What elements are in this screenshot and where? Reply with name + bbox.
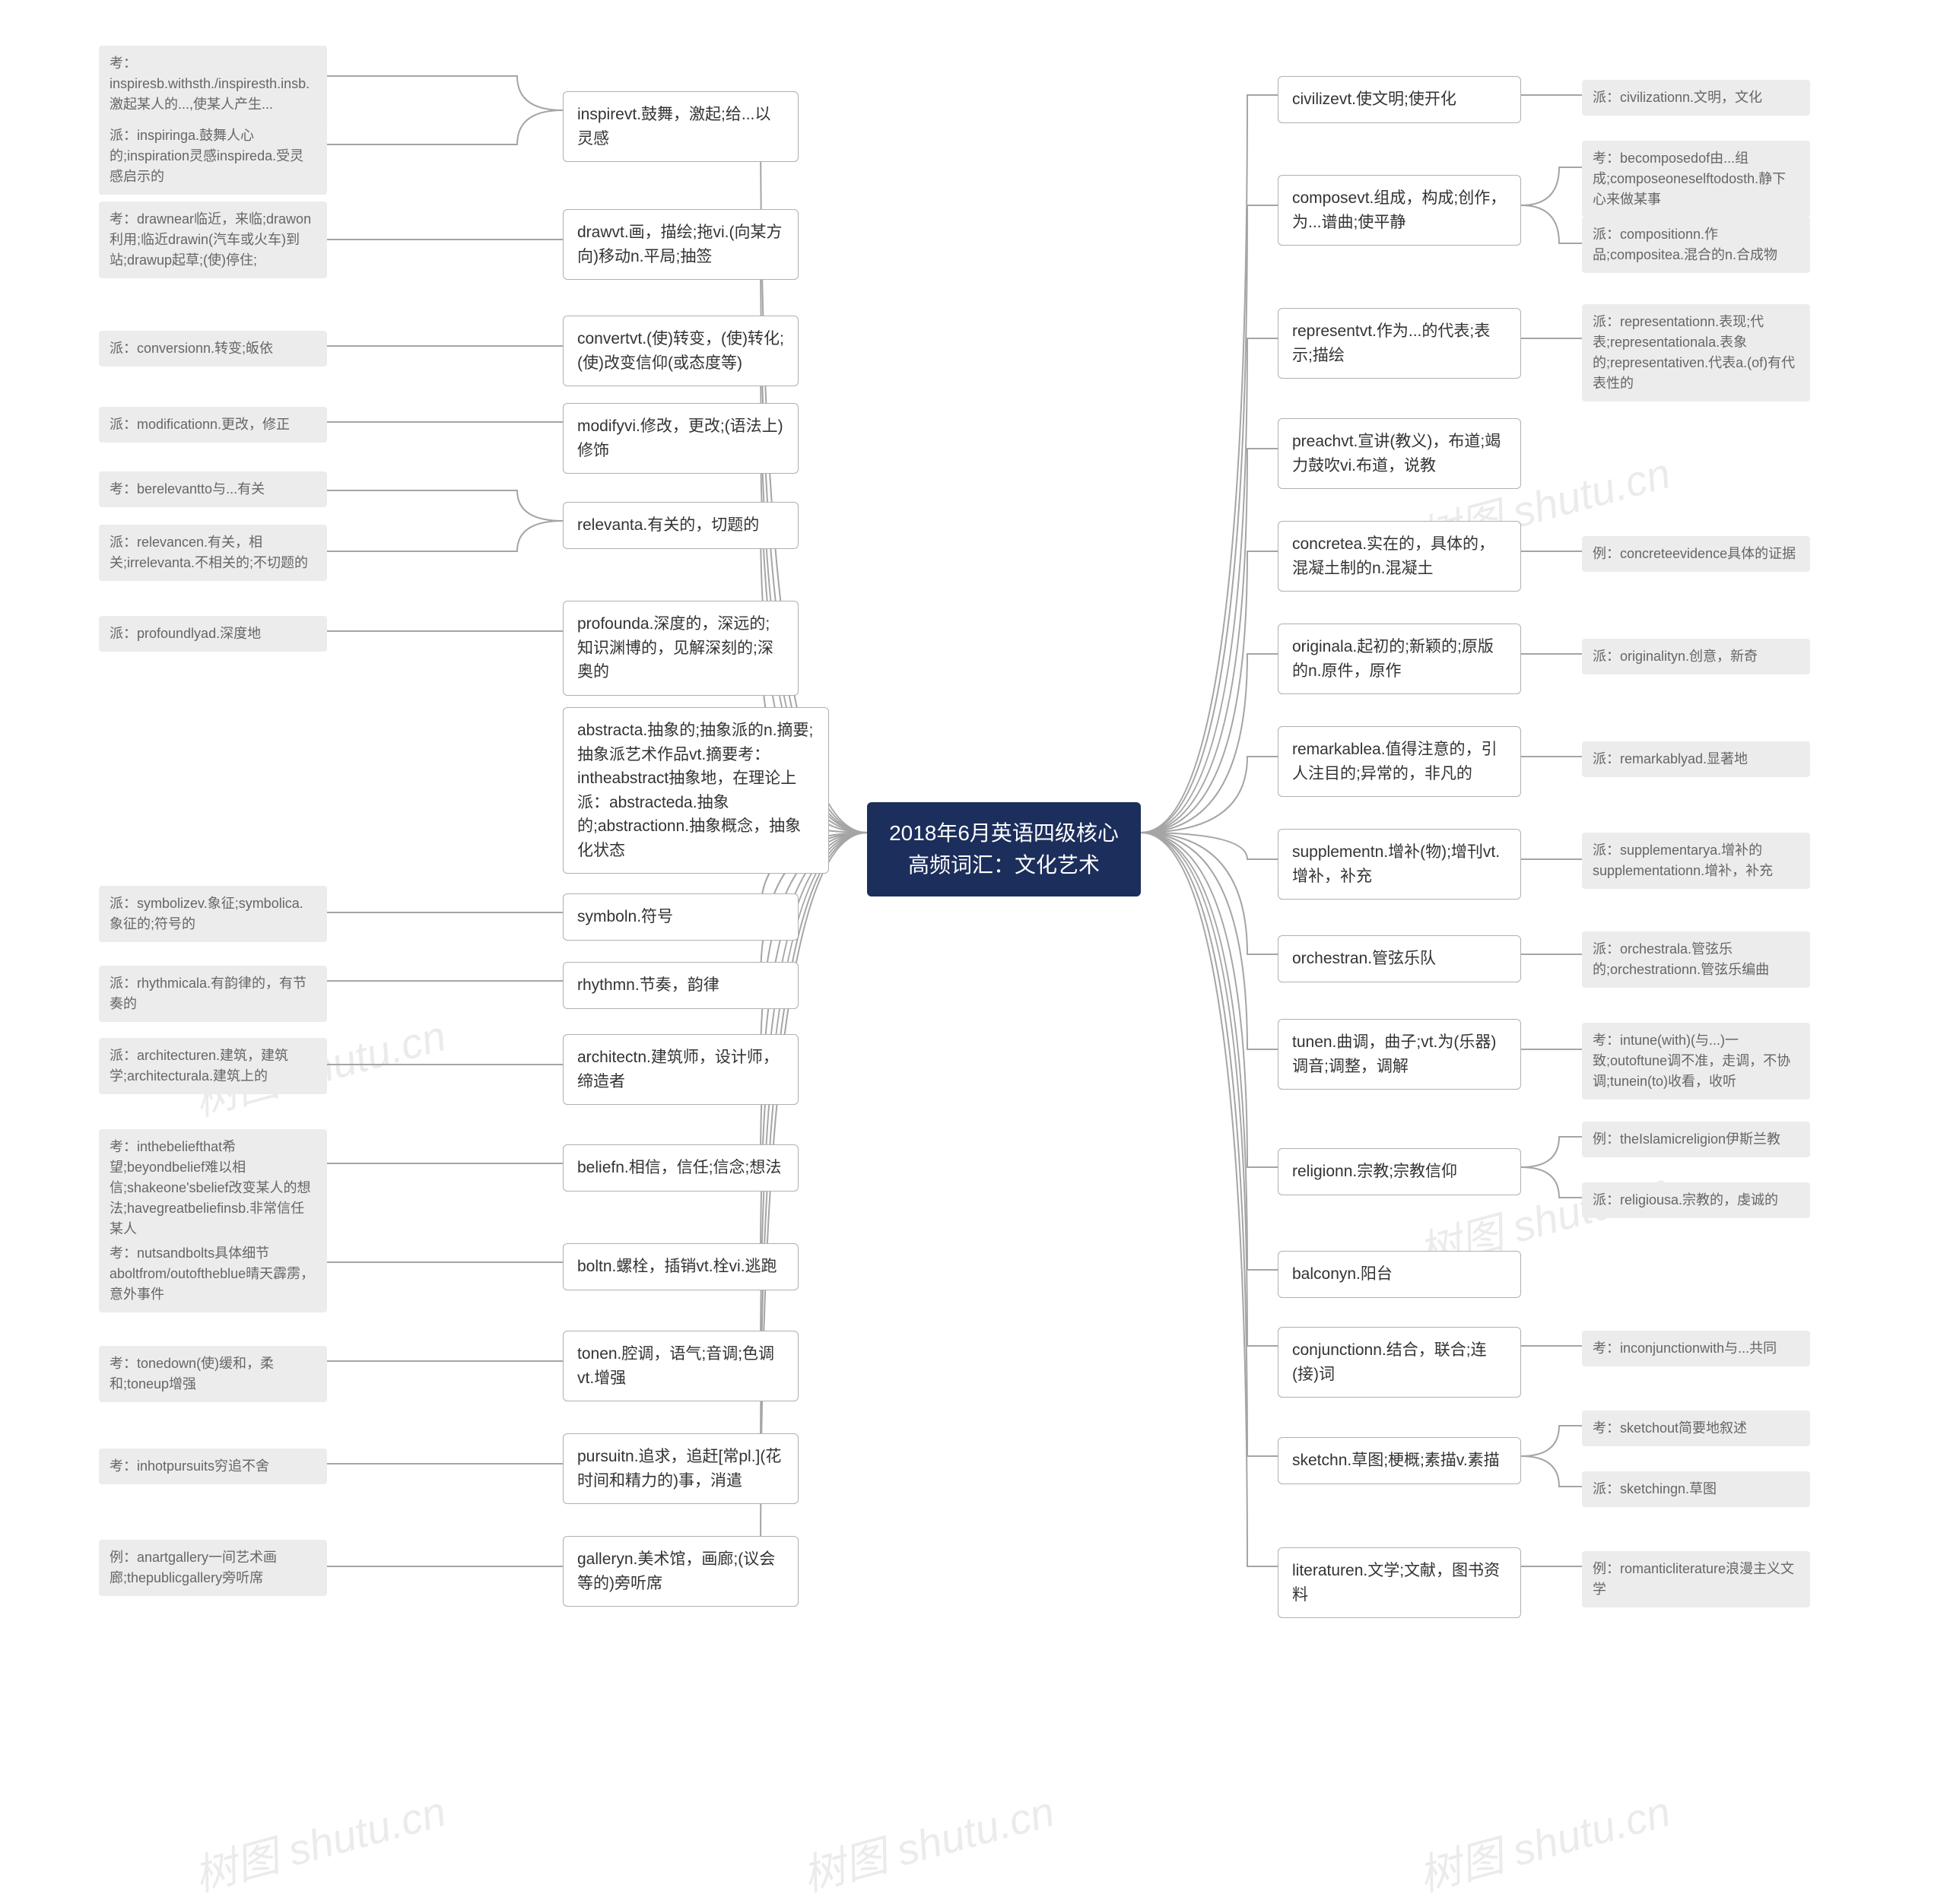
right-node-concrete: concretea.实在的，具体的，混凝土制的n.混凝土 [1278, 521, 1521, 592]
leaf-civilize-0: 派：civilizationn.文明，文化 [1582, 80, 1810, 116]
leaf-inspire-1: 派：inspiringa.鼓舞人心的;inspiration灵感inspired… [99, 118, 327, 195]
leaf-bolt-0: 考：nutsandbolts具体细节aboltfrom/outoftheblue… [99, 1236, 327, 1312]
left-node-inspire: inspirevt.鼓舞，激起;给...以灵感 [563, 91, 799, 162]
leaf-pursuit-0: 考：inhotpursuits穷追不舍 [99, 1449, 327, 1484]
right-node-orchestra: orchestran.管弦乐队 [1278, 935, 1521, 982]
left-node-modify: modifyvi.修改，更改;(语法上)修饰 [563, 403, 799, 474]
watermark: 树图 shutu.cn [795, 1777, 1060, 1903]
center-node: 2018年6月英语四级核心高频词汇：文化艺术 [867, 802, 1141, 896]
right-node-conjunction: conjunctionn.结合，联合;连(接)词 [1278, 1327, 1521, 1398]
leaf-profound-0: 派：profoundlyad.深度地 [99, 616, 327, 652]
leaf-sketch-1: 派：sketchingn.草图 [1582, 1471, 1810, 1507]
left-node-gallery: galleryn.美术馆，画廊;(议会等的)旁听席 [563, 1536, 799, 1607]
leaf-convert-0: 派：conversionn.转变;皈依 [99, 331, 327, 367]
leaf-concrete-0: 例：concreteevidence具体的证据 [1582, 536, 1810, 572]
leaf-rhythm-0: 派：rhythmicala.有韵律的，有节奏的 [99, 966, 327, 1022]
leaf-tone-0: 考：tonedown(使)缓和，柔和;toneup增强 [99, 1346, 327, 1402]
leaf-supplement-0: 派：supplementarya.增补的supplementationn.增补，… [1582, 833, 1810, 889]
right-node-compose: composevt.组成，构成;创作，为...谱曲;使平静 [1278, 175, 1521, 246]
left-node-pursuit: pursuitn.追求，追赶[常pl.](花时间和精力的)事，消遣 [563, 1433, 799, 1504]
left-node-bolt: boltn.螺栓，插销vt.栓vi.逃跑 [563, 1243, 799, 1290]
left-node-convert: convertvt.(使)转变，(使)转化;(使)改变信仰(或态度等) [563, 316, 799, 386]
leaf-draw-0: 考：drawnear临近，来临;drawon利用;临近drawin(汽车或火车)… [99, 202, 327, 278]
leaf-compose-0: 考：becomposedof由...组成;composeoneselftodos… [1582, 141, 1810, 217]
left-node-tone: tonen.腔调，语气;音调;色调vt.增强 [563, 1331, 799, 1401]
leaf-belief-0: 考：inthebeliefthat希望;beyondbelief难以相信;sha… [99, 1129, 327, 1247]
leaf-literature-0: 例：romanticliterature浪漫主义文学 [1582, 1551, 1810, 1607]
leaf-relevant-1: 派：relevancen.有关，相关;irrelevanta.不相关的;不切题的 [99, 525, 327, 581]
left-node-draw: drawvt.画，描绘;拖vi.(向某方向)移动n.平局;抽签 [563, 209, 799, 280]
right-node-tune: tunen.曲调，曲子;vt.为(乐器)调音;调整，调解 [1278, 1019, 1521, 1090]
left-node-symbol: symboln.符号 [563, 893, 799, 941]
left-node-belief: beliefn.相信，信任;信念;想法 [563, 1144, 799, 1192]
leaf-religion-1: 派：religiousa.宗教的，虔诚的 [1582, 1182, 1810, 1218]
watermark: 树图 shutu.cn [1411, 1777, 1676, 1903]
right-node-original: originala.起初的;新颖的;原版的n.原件，原作 [1278, 624, 1521, 694]
leaf-architect-0: 派：architecturen.建筑，建筑学;architecturala.建筑… [99, 1038, 327, 1094]
leaf-relevant-0: 考：berelevantto与...有关 [99, 471, 327, 507]
leaf-tune-0: 考：intune(with)(与...)一致;outoftune调不准，走调，不… [1582, 1023, 1810, 1100]
watermark: 树图 shutu.cn [186, 1777, 452, 1903]
leaf-conjunction-0: 考：inconjunctionwith与...共同 [1582, 1331, 1810, 1366]
right-node-represent: representvt.作为...的代表;表示;描绘 [1278, 308, 1521, 379]
leaf-original-0: 派：originalityn.创意，新奇 [1582, 639, 1810, 674]
leaf-remarkable-0: 派：remarkablyad.显著地 [1582, 741, 1810, 777]
leaf-sketch-0: 考：sketchout简要地叙述 [1582, 1411, 1810, 1446]
left-node-profound: profounda.深度的，深远的;知识渊博的，见解深刻的;深奥的 [563, 601, 799, 696]
leaf-inspire-0: 考：inspiresb.withsth./inspiresth.insb.激起某… [99, 46, 327, 122]
leaf-gallery-0: 例：anartgallery一间艺术画廊;thepublicgallery旁听席 [99, 1540, 327, 1596]
right-node-remarkable: remarkablea.值得注意的，引人注目的;异常的，非凡的 [1278, 726, 1521, 797]
left-node-relevant: relevanta.有关的，切题的 [563, 502, 799, 549]
right-node-religion: religionn.宗教;宗教信仰 [1278, 1148, 1521, 1195]
left-node-abstract: abstracta.抽象的;抽象派的n.摘要;抽象派艺术作品vt.摘要考：int… [563, 707, 829, 874]
left-node-architect: architectn.建筑师，设计师，缔造者 [563, 1034, 799, 1105]
leaf-religion-0: 例：theIslamicreligion伊斯兰教 [1582, 1122, 1810, 1157]
left-node-rhythm: rhythmn.节奏，韵律 [563, 962, 799, 1009]
right-node-supplement: supplementn.增补(物);增刊vt.增补，补充 [1278, 829, 1521, 900]
right-node-sketch: sketchn.草图;梗概;素描v.素描 [1278, 1437, 1521, 1484]
leaf-represent-0: 派：representationn.表现;代表;representational… [1582, 304, 1810, 401]
right-node-civilize: civilizevt.使文明;使开化 [1278, 76, 1521, 123]
right-node-balcony: balconyn.阳台 [1278, 1251, 1521, 1298]
leaf-orchestra-0: 派：orchestrala.管弦乐的;orchestrationn.管弦乐编曲 [1582, 931, 1810, 988]
right-node-preach: preachvt.宣讲(教义)，布道;竭力鼓吹vi.布道，说教 [1278, 418, 1521, 489]
leaf-modify-0: 派：modificationn.更改，修正 [99, 407, 327, 443]
leaf-symbol-0: 派：symbolizev.象征;symbolica.象征的;符号的 [99, 886, 327, 942]
leaf-compose-1: 派：compositionn.作品;compositea.混合的n.合成物 [1582, 217, 1810, 273]
right-node-literature: literaturen.文学;文献，图书资料 [1278, 1547, 1521, 1618]
